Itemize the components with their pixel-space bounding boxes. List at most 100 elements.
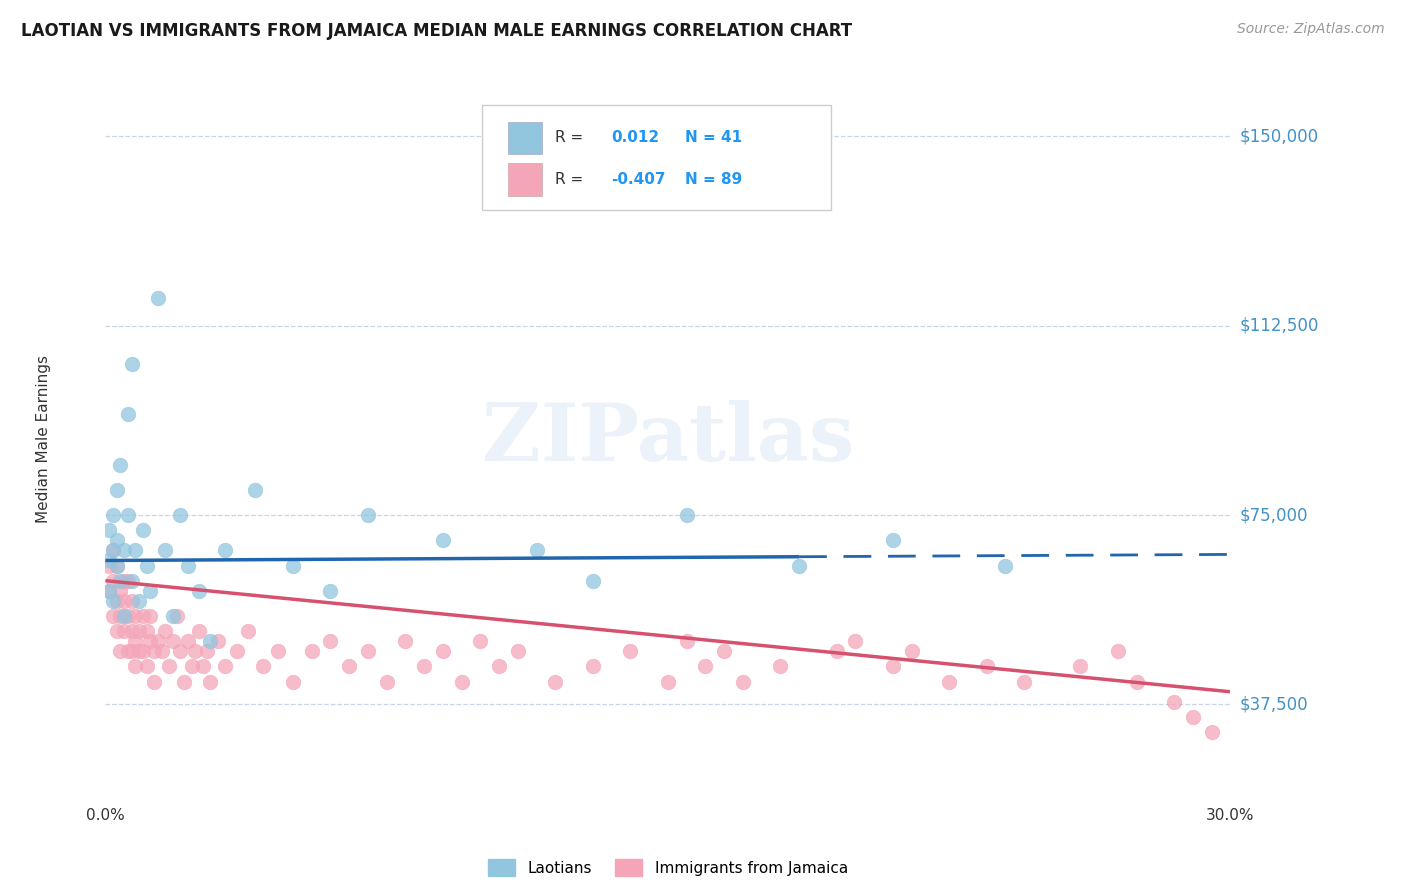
- Point: [470, 634, 492, 648]
- Point: [675, 508, 697, 522]
- Point: [200, 674, 222, 689]
- Point: [124, 659, 146, 673]
- Point: [117, 407, 139, 421]
- Point: [121, 574, 143, 588]
- Point: [1163, 695, 1185, 709]
- Point: [375, 674, 398, 689]
- Point: [150, 644, 173, 658]
- Point: [200, 634, 222, 648]
- Point: [544, 674, 567, 689]
- Point: [121, 624, 143, 639]
- Point: [713, 644, 735, 658]
- Point: [207, 634, 229, 648]
- Point: [101, 543, 124, 558]
- Point: [105, 624, 128, 639]
- Point: [432, 533, 454, 548]
- Point: [117, 644, 139, 658]
- Point: [117, 574, 139, 588]
- Point: [432, 644, 454, 658]
- Point: [1069, 659, 1091, 673]
- Point: [180, 659, 202, 673]
- Point: [357, 644, 380, 658]
- Point: [169, 508, 191, 522]
- Point: [105, 533, 128, 548]
- Point: [177, 634, 200, 648]
- Point: [319, 583, 342, 598]
- Point: [825, 644, 848, 658]
- Text: 0.012: 0.012: [612, 130, 659, 145]
- Point: [124, 634, 146, 648]
- Point: [98, 583, 121, 598]
- Point: [98, 558, 121, 573]
- Point: [188, 624, 211, 639]
- Point: [526, 543, 548, 558]
- Point: [128, 644, 150, 658]
- Point: [787, 558, 810, 573]
- Point: [143, 674, 166, 689]
- Point: [267, 644, 290, 658]
- Point: [132, 609, 155, 624]
- Point: [166, 609, 188, 624]
- Point: [882, 659, 904, 673]
- Point: [117, 609, 139, 624]
- Point: [98, 553, 121, 567]
- Point: [121, 594, 143, 608]
- Point: [976, 659, 998, 673]
- Point: [506, 644, 529, 658]
- Point: [769, 659, 792, 673]
- Point: [135, 558, 157, 573]
- Point: [252, 659, 274, 673]
- Point: [110, 583, 132, 598]
- Legend: Laotians, Immigrants from Jamaica: Laotians, Immigrants from Jamaica: [482, 853, 853, 882]
- Point: [135, 624, 157, 639]
- Point: [101, 574, 124, 588]
- FancyBboxPatch shape: [482, 105, 831, 211]
- Point: [124, 543, 146, 558]
- Point: [191, 659, 214, 673]
- Text: $112,500: $112,500: [1239, 317, 1319, 334]
- Text: Median Male Earnings: Median Male Earnings: [37, 355, 51, 524]
- Point: [105, 558, 128, 573]
- Point: [582, 574, 605, 588]
- Point: [110, 574, 132, 588]
- Point: [117, 508, 139, 522]
- Point: [675, 634, 697, 648]
- Point: [155, 543, 177, 558]
- Point: [214, 543, 236, 558]
- Point: [162, 634, 184, 648]
- Point: [245, 483, 267, 497]
- Point: [357, 508, 380, 522]
- Point: [488, 659, 510, 673]
- Point: [225, 644, 247, 658]
- Point: [169, 644, 191, 658]
- Point: [155, 624, 177, 639]
- FancyBboxPatch shape: [508, 163, 541, 195]
- Point: [139, 583, 162, 598]
- Text: $75,000: $75,000: [1239, 506, 1308, 524]
- Point: [105, 483, 128, 497]
- Point: [128, 594, 150, 608]
- Point: [195, 644, 218, 658]
- Point: [582, 659, 605, 673]
- Point: [146, 291, 169, 305]
- Point: [844, 634, 866, 648]
- Point: [938, 674, 960, 689]
- Point: [173, 674, 195, 689]
- Point: [236, 624, 259, 639]
- Text: $37,500: $37,500: [1239, 696, 1308, 714]
- Point: [188, 583, 211, 598]
- Point: [132, 523, 155, 537]
- Point: [121, 357, 143, 371]
- Point: [657, 674, 679, 689]
- Point: [143, 644, 166, 658]
- Point: [319, 634, 342, 648]
- Point: [450, 674, 472, 689]
- Point: [162, 609, 184, 624]
- Point: [337, 659, 360, 673]
- Point: [105, 558, 128, 573]
- Point: [177, 558, 200, 573]
- Point: [101, 543, 124, 558]
- Point: [1201, 725, 1223, 739]
- Point: [619, 644, 641, 658]
- Point: [281, 558, 304, 573]
